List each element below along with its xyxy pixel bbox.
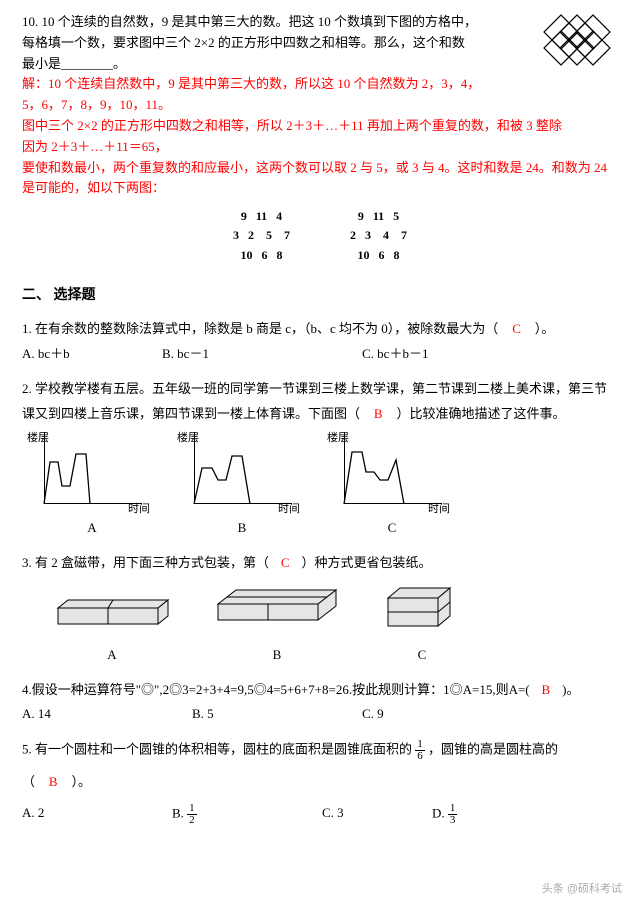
q10-line2: 每格填一个数，要求图中三个 2×2 的正方形中四数之和相等。那么，这个和数: [22, 33, 528, 54]
q10-sol-d: 因为 2＋3＋…＋11＝65，: [22, 137, 618, 158]
q1-opt-b: B. bc－1: [162, 344, 362, 365]
chart-c-letter: C: [332, 518, 452, 539]
q5-line2a: （: [22, 774, 35, 789]
box-b-letter: B: [212, 645, 342, 666]
number-layouts: 9 11 4 3 2 5 7 10 6 8 9 11 5 2 3 4 7 10 …: [22, 207, 618, 265]
diamond-grid-figure: [536, 14, 618, 78]
q10-sol-c: 图中三个 2×2 的正方形中四数之和相等，所以 2＋3＋…＋11 再加上两个重复…: [22, 116, 618, 137]
q10-line3: 最小是________。: [22, 54, 528, 75]
box-a: [52, 594, 172, 632]
num-right-r1: 9 11 5: [350, 207, 407, 226]
q5-line1b: ，圆锥的高是圆柱高的: [428, 742, 558, 757]
num-left-r3: 10 6 8: [233, 246, 290, 265]
q3-tail: ）种方式更省包装纸。: [302, 555, 432, 570]
num-right-r3: 10 6 8: [350, 246, 407, 265]
q1-tail: ）。: [535, 321, 555, 336]
chart-b: 楼层 时间: [182, 432, 292, 512]
box-row: A B C: [52, 584, 618, 666]
q5-opt-d: D. 13: [432, 803, 532, 826]
q5-line2b: ）。: [72, 774, 92, 789]
q2-line2b: ）比较准确地描述了这件事。: [397, 406, 566, 421]
q5-opt-c: C. 3: [322, 803, 432, 826]
chart-a: 楼层 时间: [32, 432, 142, 512]
q10-sol-f: 是可能的，如以下两图：: [22, 178, 618, 199]
chart-row: 楼层 时间 A 楼层 时间 B 楼层 时间 C: [32, 432, 618, 539]
q4-opt-a: A. 14: [22, 704, 192, 725]
q1-opt-a: A. bc＋b: [22, 344, 162, 365]
box-c-letter: C: [382, 645, 462, 666]
q2-answer: B: [363, 404, 393, 425]
q5-line1a: 5. 有一个圆柱和一个圆锥的体积相等，圆柱的底面积是圆锥底面积的: [22, 742, 412, 757]
q2-line2a: 课又到四楼上音乐课，第四节课到一楼上体育课。下面图（: [22, 406, 360, 421]
q5-opt-b: B. 12: [172, 803, 322, 826]
watermark: 头条 @硕科考试: [542, 881, 622, 899]
q5-opt-a: A. 2: [22, 803, 172, 826]
num-left-r2: 3 2 5 7: [233, 226, 290, 245]
q3-stem: 3. 有 2 盒磁带，用下面三种方式包装，第（: [22, 555, 269, 570]
chart-c: 楼层 时间: [332, 432, 442, 512]
q4-opt-c: C. 9: [362, 704, 522, 725]
q1-answer: C: [502, 319, 532, 340]
q10-sol-a: 解：10 个连续自然数中，9 是其中第三大的数，所以这 10 个自然数为 2，3…: [22, 74, 618, 95]
q4-stem: 4.假设一种运算符号"◎",2◎3=2+3+4=9,5◎4=5+6+7+8=26…: [22, 682, 530, 697]
q2-line1: 2. 学校教学楼有五层。五年级一班的同学第一节课到三楼上数学课，第二节课到二楼上…: [22, 379, 618, 400]
q10-line1: 10. 10 个连续的自然数，9 是其中第三大的数。把这 10 个数填到下图的方…: [22, 12, 528, 33]
box-a-letter: A: [52, 645, 172, 666]
q3-answer: C: [272, 553, 298, 574]
chart-b-letter: B: [182, 518, 302, 539]
fraction-1-6: 16: [415, 739, 425, 762]
num-left-r1: 9 11 4: [233, 207, 290, 226]
q5-answer: B: [38, 772, 68, 793]
box-c: [382, 584, 462, 632]
q1-stem: 1. 在有余数的整数除法算式中，除数是 b 商是 c，（b、c 均不为 0），被…: [22, 321, 498, 336]
box-b: [212, 586, 342, 632]
q10-sol-e: 要使和数最小，两个重复数的和应最小，这两个数可以取 2 与 5，或 3 与 4。…: [22, 158, 618, 179]
q10-sol-b: 5，6，7，8，9，10，11。: [22, 95, 618, 116]
q4-answer: B: [533, 680, 559, 701]
section-2-heading: 二、 选择题: [22, 285, 618, 307]
q4-tail: )。: [562, 682, 579, 697]
chart-a-letter: A: [32, 518, 152, 539]
q4-opt-b: B. 5: [192, 704, 362, 725]
num-right-r2: 2 3 4 7: [350, 226, 407, 245]
q1-opt-c: C. bc＋b－1: [362, 344, 522, 365]
